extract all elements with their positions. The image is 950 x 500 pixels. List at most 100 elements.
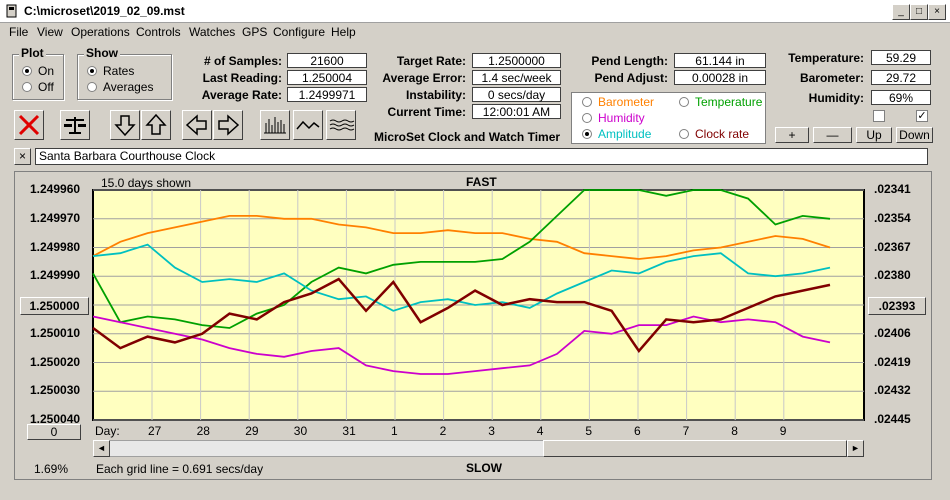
show-rates-radio[interactable] <box>87 66 97 76</box>
clock-rate-radio[interactable] <box>679 129 689 139</box>
up-button[interactable]: Up <box>856 127 892 143</box>
arrow-down-icon <box>114 115 136 137</box>
amplitude-radio[interactable] <box>582 129 592 139</box>
temperature-value: 59.29 <box>871 50 931 65</box>
chart-title-slow: SLOW <box>466 461 502 475</box>
samples-value: 21600 <box>287 53 367 68</box>
average-rate-label: Average Rate: <box>201 88 282 102</box>
bottom-left-button[interactable]: 0 <box>27 424 81 440</box>
x-tick: 4 <box>536 424 544 438</box>
show-group <box>77 54 172 100</box>
wave-icon <box>329 119 355 131</box>
clock-name-field[interactable]: Santa Barbara Courthouse Clock <box>35 148 928 165</box>
clear-clock-button[interactable]: × <box>14 148 31 165</box>
humidity-label: Humidity: <box>808 91 864 105</box>
y-left-tick: 1.249970 <box>30 210 81 225</box>
chart-panel <box>14 171 932 480</box>
menu-bar: File View Operations Controls Watches GP… <box>0 23 950 41</box>
y-left-tick: 1.249960 <box>30 182 81 196</box>
plot-off-label: Off <box>38 80 54 94</box>
balance-button[interactable] <box>60 110 90 140</box>
arrow-right-icon <box>218 114 240 136</box>
x-tick: 1 <box>391 424 398 438</box>
maximize-button[interactable]: □ <box>910 4 928 20</box>
y-left-tick: 1.250030 <box>30 383 81 398</box>
bar-view-button[interactable] <box>260 110 290 140</box>
target-rate-value: 1.2500000 <box>472 53 561 68</box>
bar-chart-icon <box>264 117 286 134</box>
humidity-value: 69% <box>871 90 931 105</box>
barometer-radio[interactable] <box>582 97 592 107</box>
y-left-tick: 1.250020 <box>30 354 81 369</box>
temperature-radio[interactable] <box>679 97 689 107</box>
y-left-tick: 1.250010 <box>30 325 81 340</box>
barometer-value: 29.72 <box>871 70 931 85</box>
x-tick: 6 <box>634 424 641 438</box>
footer-percent: 1.69% <box>34 462 69 476</box>
last-reading-value: 1.250004 <box>287 70 367 85</box>
instability-label: Instability: <box>405 88 466 102</box>
plot-on-label: On <box>38 64 55 78</box>
checkbox-right[interactable]: ✓ <box>916 110 928 122</box>
checkbox-left[interactable] <box>873 110 885 122</box>
scroll-right-arrow[interactable]: ► <box>847 440 864 457</box>
x-tick: 3 <box>488 424 495 438</box>
scroll-right-button[interactable] <box>213 110 243 140</box>
menu-view[interactable]: View <box>37 25 63 39</box>
decrease-button[interactable]: — <box>813 127 852 143</box>
clock-rate-option-label: Clock rate <box>695 127 750 141</box>
grid-note: Each grid line = 0.691 secs/day <box>96 462 264 476</box>
stop-button[interactable] <box>14 110 44 140</box>
scroll-left-button[interactable] <box>182 110 212 140</box>
target-rate-label: Target Rate: <box>396 54 466 68</box>
x-tick: 28 <box>196 424 210 438</box>
overlay-options-box <box>571 92 766 144</box>
scroll-left-arrow[interactable]: ◄ <box>93 440 110 457</box>
menu-configure[interactable]: Configure <box>273 25 326 39</box>
show-group-label: Show <box>84 46 120 60</box>
menu-watches[interactable]: Watches <box>189 25 236 39</box>
wave-view-button[interactable] <box>326 110 356 140</box>
y-right-tick: .02432 <box>874 383 911 398</box>
y-left-tick: 1.249980 <box>30 239 81 254</box>
humidity-radio[interactable] <box>582 113 592 123</box>
line-view-button[interactable] <box>293 110 323 140</box>
y-right-tick: .02380 <box>874 268 911 283</box>
plot-off-radio[interactable] <box>22 82 32 92</box>
increase-button[interactable]: + <box>775 127 809 143</box>
x-tick: 31 <box>342 424 356 438</box>
chart-title-fast: FAST <box>466 175 497 189</box>
scroll-up-button[interactable] <box>141 110 171 140</box>
down-button[interactable]: Down <box>896 127 933 143</box>
x-tick: 27 <box>148 424 162 438</box>
show-averages-label: Averages <box>103 80 154 94</box>
x-axis-label: Day: <box>95 424 120 438</box>
pend-adjust-label: Pend Adjust: <box>594 71 668 85</box>
show-rates-label: Rates <box>103 64 135 78</box>
days-shown: 15.0 days shown <box>101 176 192 190</box>
current-time-label: Current Time: <box>387 105 466 119</box>
menu-gps[interactable]: GPS <box>242 25 268 39</box>
minimize-button[interactable]: _ <box>892 4 910 20</box>
scroll-down-button[interactable] <box>110 110 140 140</box>
menu-controls[interactable]: Controls <box>136 25 181 39</box>
x-tick: 29 <box>245 424 259 438</box>
right-center-button[interactable]: .02393 <box>868 297 926 315</box>
y-left-tick: 1.249990 <box>30 268 81 283</box>
menu-file[interactable]: File <box>9 25 29 39</box>
x-tick: 7 <box>682 424 690 438</box>
app-label: MicroSet Clock and Watch Timer <box>374 130 561 144</box>
y-right-tick: .02354 <box>874 210 911 225</box>
menu-operations[interactable]: Operations <box>71 25 130 39</box>
scrollbar-thumb[interactable] <box>543 440 847 457</box>
menu-help[interactable]: Help <box>331 25 356 39</box>
average-error-value: 1.4 sec/week <box>472 70 561 85</box>
left-center-button[interactable]: 1.250000 <box>20 297 89 315</box>
app-icon <box>6 4 17 18</box>
close-button[interactable]: × <box>928 4 946 20</box>
show-averages-radio[interactable] <box>87 82 97 92</box>
y-right-tick: .02445 <box>874 412 911 426</box>
y-left-tick: 1.250040 <box>30 412 81 426</box>
plot-on-radio[interactable] <box>22 66 32 76</box>
temperature-label: Temperature: <box>788 51 864 65</box>
